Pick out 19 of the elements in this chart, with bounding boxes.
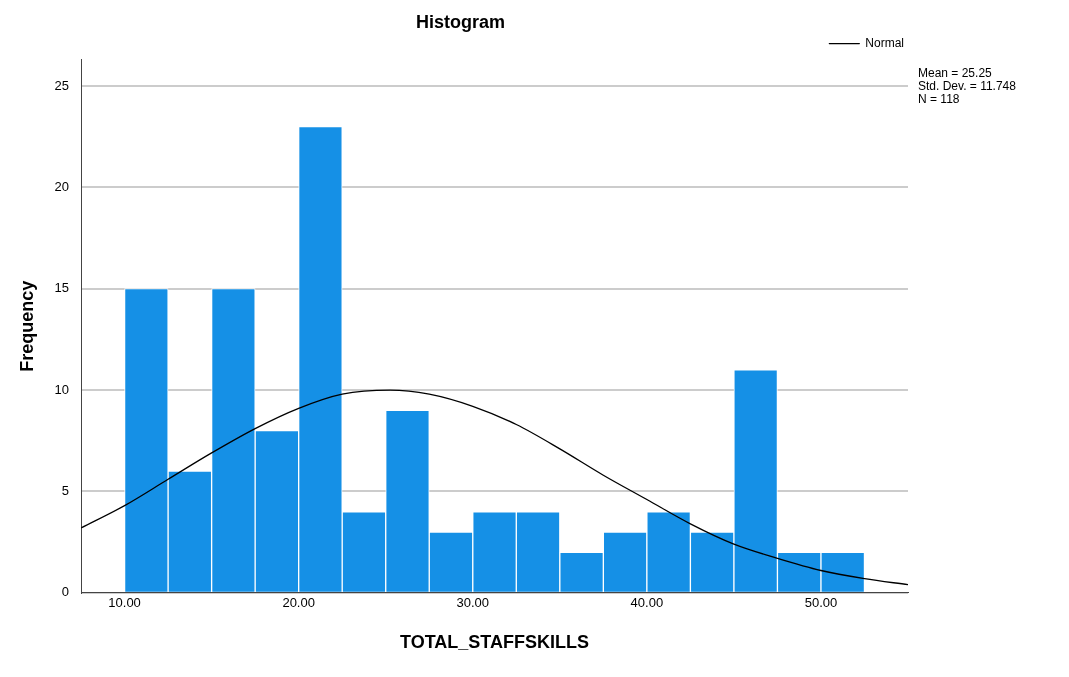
x-tick-label: 40.00 [630, 595, 664, 611]
line-series [81, 389, 908, 586]
y-tick-label: 15 [54, 280, 70, 296]
x-tick-label: 50.00 [804, 595, 838, 611]
x-tick-label: 30.00 [456, 595, 490, 611]
text: Mean = 25.25 [918, 65, 993, 80]
y-tick-label: 20 [54, 178, 70, 194]
text: N = 118 [918, 91, 960, 106]
x-tick-label: 20.00 [282, 595, 315, 611]
x-tick-label: 10.00 [108, 595, 141, 611]
legend-label: Normal [865, 35, 904, 50]
x-axis-title: TOTAL_STAFFSKILLS [400, 632, 590, 653]
text: Std. Dev. = 11.748 [918, 78, 1017, 93]
y-tick-label: 25 [54, 77, 70, 93]
y-axis-title: Frequency [16, 280, 37, 372]
y-tick-label: 0 [61, 584, 70, 600]
y-tick-label: 5 [61, 483, 70, 499]
chart-title: Histogram [415, 11, 506, 32]
y-tick-label: 10 [54, 381, 70, 397]
